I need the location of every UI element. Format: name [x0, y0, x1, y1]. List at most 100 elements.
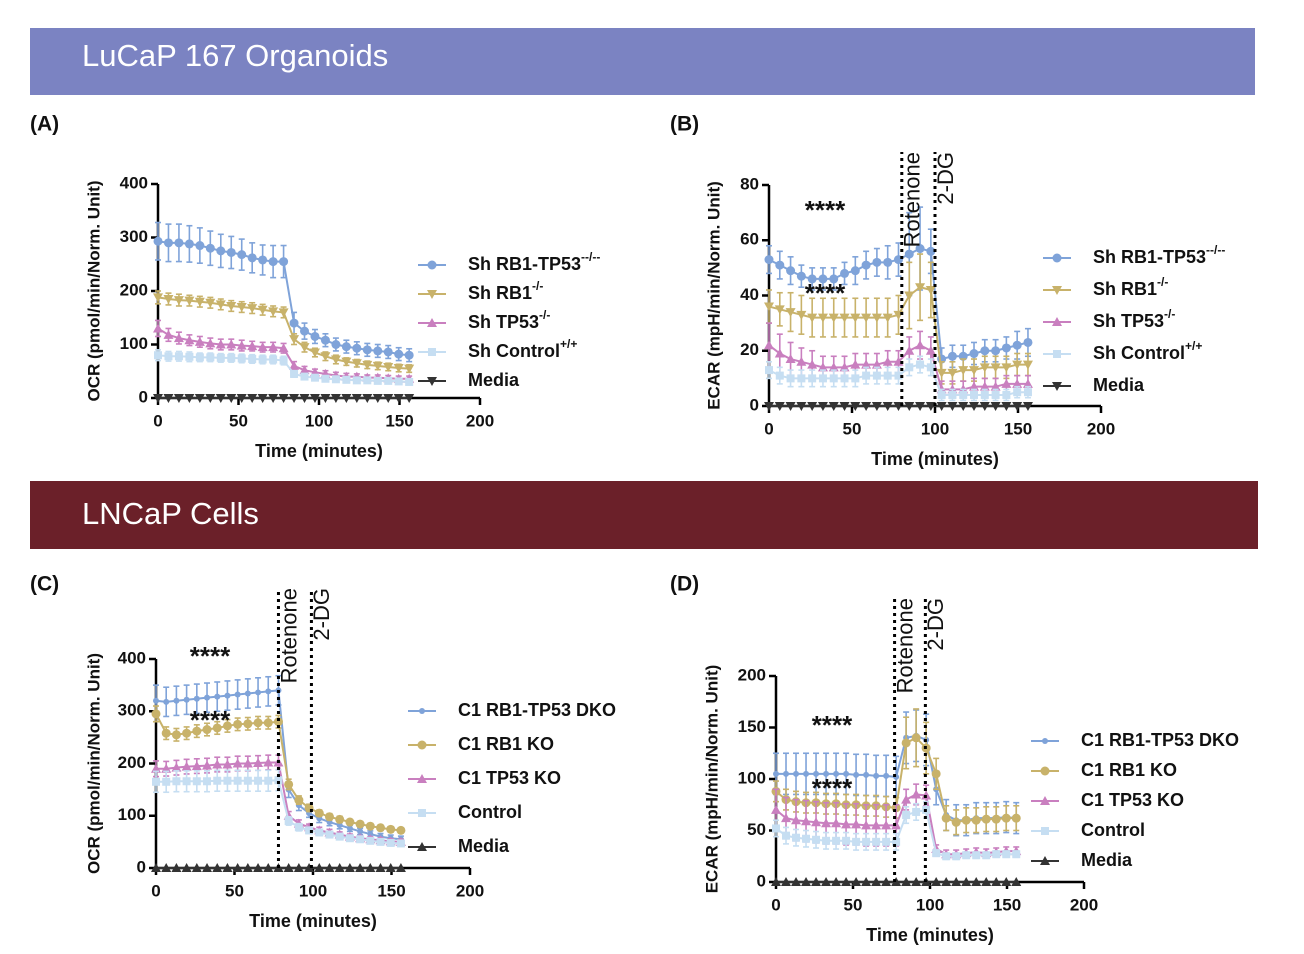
- point: [305, 826, 314, 835]
- injection-label: Rotenone: [892, 598, 917, 693]
- point: [785, 354, 796, 364]
- significance-label: ****: [805, 195, 846, 225]
- point: [1001, 813, 1011, 823]
- point: [396, 825, 406, 835]
- point: [184, 335, 195, 345]
- point: [839, 402, 850, 411]
- header-band: [30, 481, 1258, 549]
- point: [366, 836, 375, 845]
- point: [891, 820, 902, 830]
- panel-label: (D): [670, 573, 699, 596]
- point: [226, 339, 237, 349]
- point: [194, 297, 205, 307]
- point: [247, 253, 257, 263]
- point: [771, 804, 781, 814]
- point: [215, 394, 226, 403]
- point: [947, 402, 958, 411]
- y-tick-label: 20: [740, 340, 759, 359]
- point: [781, 813, 792, 823]
- point: [901, 738, 911, 748]
- point: [861, 402, 872, 411]
- point: [309, 394, 320, 403]
- point: [969, 381, 980, 391]
- legend-superscript: -/-: [1164, 307, 1175, 321]
- header-title: LuCaP 167 Organoids: [82, 38, 388, 73]
- point: [336, 822, 343, 829]
- legend-name: C1 TP53 KO: [458, 768, 561, 788]
- point: [932, 849, 941, 858]
- point: [268, 307, 279, 317]
- point: [183, 696, 190, 703]
- point: [213, 776, 222, 785]
- point: [764, 402, 774, 411]
- point: [161, 728, 171, 738]
- legend-label: C1 TP53 KO: [1081, 790, 1184, 810]
- point: [937, 390, 946, 399]
- point: [341, 357, 352, 367]
- point: [195, 241, 205, 251]
- point: [912, 807, 921, 816]
- point: [394, 377, 403, 386]
- point: [173, 394, 184, 403]
- point: [772, 824, 780, 833]
- point: [258, 355, 267, 364]
- point: [861, 820, 872, 830]
- point: [958, 402, 969, 411]
- point: [376, 823, 386, 833]
- point: [871, 402, 882, 411]
- legend-name: Control: [1081, 820, 1145, 840]
- point: [775, 371, 784, 380]
- point: [904, 345, 915, 355]
- point: [345, 817, 355, 827]
- point: [372, 361, 383, 371]
- point: [173, 296, 184, 306]
- point: [404, 350, 414, 360]
- point: [811, 877, 822, 886]
- legend-name: C1 RB1-TP53 DKO: [458, 700, 616, 720]
- point: [153, 323, 163, 333]
- point: [1011, 813, 1021, 823]
- point: [315, 828, 324, 837]
- point: [152, 777, 160, 786]
- legend-marker: [428, 348, 436, 356]
- point: [952, 852, 961, 861]
- point: [342, 375, 351, 384]
- point: [320, 394, 331, 403]
- point: [289, 360, 300, 370]
- point: [182, 777, 191, 786]
- point: [237, 354, 246, 363]
- point: [951, 817, 961, 827]
- y-tick-label: 300: [118, 701, 146, 720]
- point: [839, 362, 850, 372]
- y-tick-label: 40: [740, 285, 759, 304]
- point: [386, 838, 395, 847]
- point: [979, 402, 990, 411]
- point: [314, 808, 324, 818]
- point: [871, 820, 882, 830]
- point: [367, 831, 374, 838]
- point: [947, 368, 958, 378]
- x-tick-label: 0: [764, 419, 773, 438]
- point: [224, 692, 231, 699]
- legend-label: Sh TP53-/-: [468, 308, 550, 332]
- point: [172, 777, 181, 786]
- point: [205, 243, 215, 253]
- point: [785, 308, 796, 318]
- point: [257, 305, 268, 315]
- point: [205, 338, 216, 348]
- point: [791, 877, 802, 886]
- point: [346, 825, 353, 832]
- point: [264, 776, 273, 785]
- point: [294, 823, 303, 832]
- point: [764, 302, 774, 312]
- point: [969, 366, 980, 376]
- point: [247, 341, 258, 351]
- point: [862, 371, 871, 380]
- point: [222, 759, 233, 769]
- point: [991, 877, 1002, 886]
- point: [202, 725, 212, 735]
- point: [948, 390, 957, 399]
- point: [853, 771, 860, 778]
- legend-name: C1 RB1-TP53 DKO: [1081, 730, 1239, 750]
- legend-marker: [1052, 286, 1062, 295]
